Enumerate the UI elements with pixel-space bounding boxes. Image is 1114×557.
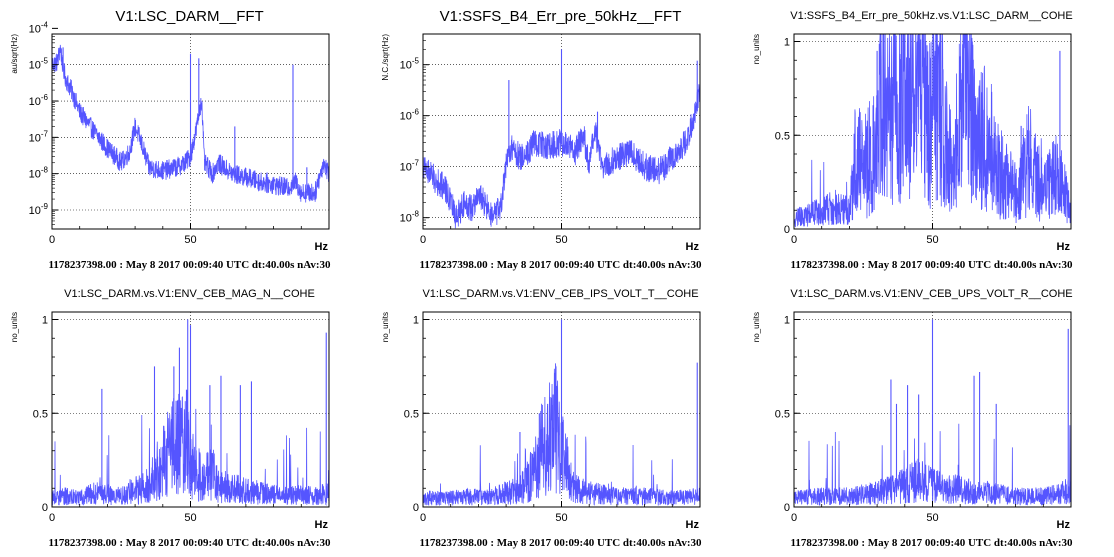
y-tick-label: 0.5 <box>775 408 790 420</box>
x-tick-label: 0 <box>49 512 55 524</box>
y-axis-label: no_units <box>752 34 761 64</box>
y-tick-label: 1 <box>413 315 419 327</box>
chart-title: V1:SSFS_B4_Err_pre_50kHz__FFT <box>440 8 682 25</box>
footer-note: 1178237398.00 : May 8 2017 00:09:40 UTC … <box>419 259 702 271</box>
y-tick-label: 10-5 <box>400 57 420 72</box>
y-tick-label: 0 <box>784 502 790 514</box>
chart-panel: V1:LSC_DARM__FFT au/sqrt(Hz) 0 50 10-9 10-8 10… <box>0 0 371 278</box>
y-tick-label: 10-4 <box>29 20 49 35</box>
y-tick-label: 0.5 <box>33 408 48 420</box>
chart-panel: V1:LSC_DARM.vs.V1:ENV_CEB_IPS_VOLT_T__CO… <box>371 278 742 556</box>
chart-svg: V1:SSFS_B4_Err_pre_50kHz__FFT N.C./sqrt(H… <box>381 8 702 271</box>
series-line <box>793 33 1072 228</box>
y-tick-label: 1 <box>784 37 790 49</box>
footer-note: 1178237398.00 : May 8 2017 00:09:40 UTC … <box>419 537 702 549</box>
y-axis-label: au/sqrt(Hz) <box>10 34 19 74</box>
y-tick-label: 10-7 <box>29 129 49 144</box>
series-line <box>422 84 701 229</box>
x-axis-label: Hz <box>315 241 329 253</box>
y-tick-label: 10-7 <box>400 159 420 174</box>
chart-svg: V1:LSC_DARM.vs.V1:ENV_CEB_MAG_N__COHE no_… <box>10 288 331 549</box>
x-tick-label: 50 <box>555 512 567 524</box>
x-tick-label: 0 <box>791 512 797 524</box>
chart-title: V1:SSFS_B4_Err_pre_50kHz.vs.V1:LSC_DARM_… <box>790 10 1072 22</box>
x-axis-label: Hz <box>315 519 329 531</box>
footer-note: 1178237398.00 : May 8 2017 00:09:40 UTC … <box>790 259 1073 271</box>
chart-panel: V1:LSC_DARM.vs.V1:ENV_CEB_MAG_N__COHE no_… <box>0 278 371 556</box>
y-tick-label: 1 <box>42 315 48 327</box>
chart-title: V1:LSC_DARM__FFT <box>115 8 263 25</box>
chart-svg: V1:SSFS_B4_Err_pre_50kHz.vs.V1:LSC_DARM_… <box>752 10 1073 271</box>
x-tick-label: 0 <box>420 234 426 246</box>
y-tick-label: 0 <box>784 224 790 236</box>
y-axis-label: no_units <box>752 312 761 342</box>
y-tick-label: 10-9 <box>29 202 49 217</box>
chart-title: V1:LSC_DARM.vs.V1:ENV_CEB_MAG_N__COHE <box>64 288 315 300</box>
chart-title: V1:LSC_DARM.vs.V1:ENV_CEB_UPS_VOLT_R__CO… <box>790 288 1072 300</box>
series-line <box>51 389 330 507</box>
x-axis-label: Hz <box>686 241 700 253</box>
y-axis-label: no_units <box>10 312 19 342</box>
y-tick-label: 10-6 <box>400 108 420 123</box>
x-axis-label: Hz <box>1057 241 1071 253</box>
chart-panel: V1:SSFS_B4_Err_pre_50kHz__FFT N.C./sqrt(H… <box>371 0 742 278</box>
y-tick-label: 10-8 <box>29 166 49 181</box>
y-axis-label: N.C./sqrt(Hz) <box>381 34 390 81</box>
footer-note: 1178237398.00 : May 8 2017 00:09:40 UTC … <box>48 259 331 271</box>
y-tick-label: 10-6 <box>29 93 49 108</box>
x-tick-label: 0 <box>791 234 797 246</box>
chart-panel: V1:SSFS_B4_Err_pre_50kHz.vs.V1:LSC_DARM_… <box>742 0 1113 278</box>
chart-title: V1:LSC_DARM.vs.V1:ENV_CEB_IPS_VOLT_T__CO… <box>422 288 698 300</box>
y-tick-label: 0.5 <box>775 130 790 142</box>
footer-note: 1178237398.00 : May 8 2017 00:09:40 UTC … <box>790 537 1073 549</box>
x-tick-label: 50 <box>926 234 938 246</box>
y-tick-label: 0 <box>42 502 48 514</box>
y-tick-label: 0.5 <box>404 408 419 420</box>
y-axis-label: no_units <box>381 312 390 342</box>
chart-svg: V1:LSC_DARM.vs.V1:ENV_CEB_UPS_VOLT_R__CO… <box>752 288 1073 549</box>
footer-note: 1178237398.00 : May 8 2017 00:09:40 UTC … <box>48 537 331 549</box>
x-tick-label: 50 <box>184 234 196 246</box>
x-tick-label: 50 <box>926 512 938 524</box>
y-tick-label: 0 <box>413 502 419 514</box>
x-axis-label: Hz <box>686 519 700 531</box>
series-line <box>51 44 330 203</box>
chart-panel: V1:LSC_DARM.vs.V1:ENV_CEB_UPS_VOLT_R__CO… <box>742 278 1113 556</box>
chart-svg: V1:LSC_DARM__FFT au/sqrt(Hz) 0 50 10-9 10-8 10… <box>10 8 331 271</box>
y-tick-label: 1 <box>784 315 790 327</box>
x-tick-label: 50 <box>184 512 196 524</box>
y-tick-label: 10-8 <box>400 210 420 225</box>
x-tick-label: 50 <box>555 234 567 246</box>
y-tick-label: 10-5 <box>29 57 49 72</box>
x-axis-label: Hz <box>1057 519 1071 531</box>
x-tick-label: 0 <box>49 234 55 246</box>
x-tick-label: 0 <box>420 512 426 524</box>
chart-svg: V1:LSC_DARM.vs.V1:ENV_CEB_IPS_VOLT_T__CO… <box>381 288 702 549</box>
